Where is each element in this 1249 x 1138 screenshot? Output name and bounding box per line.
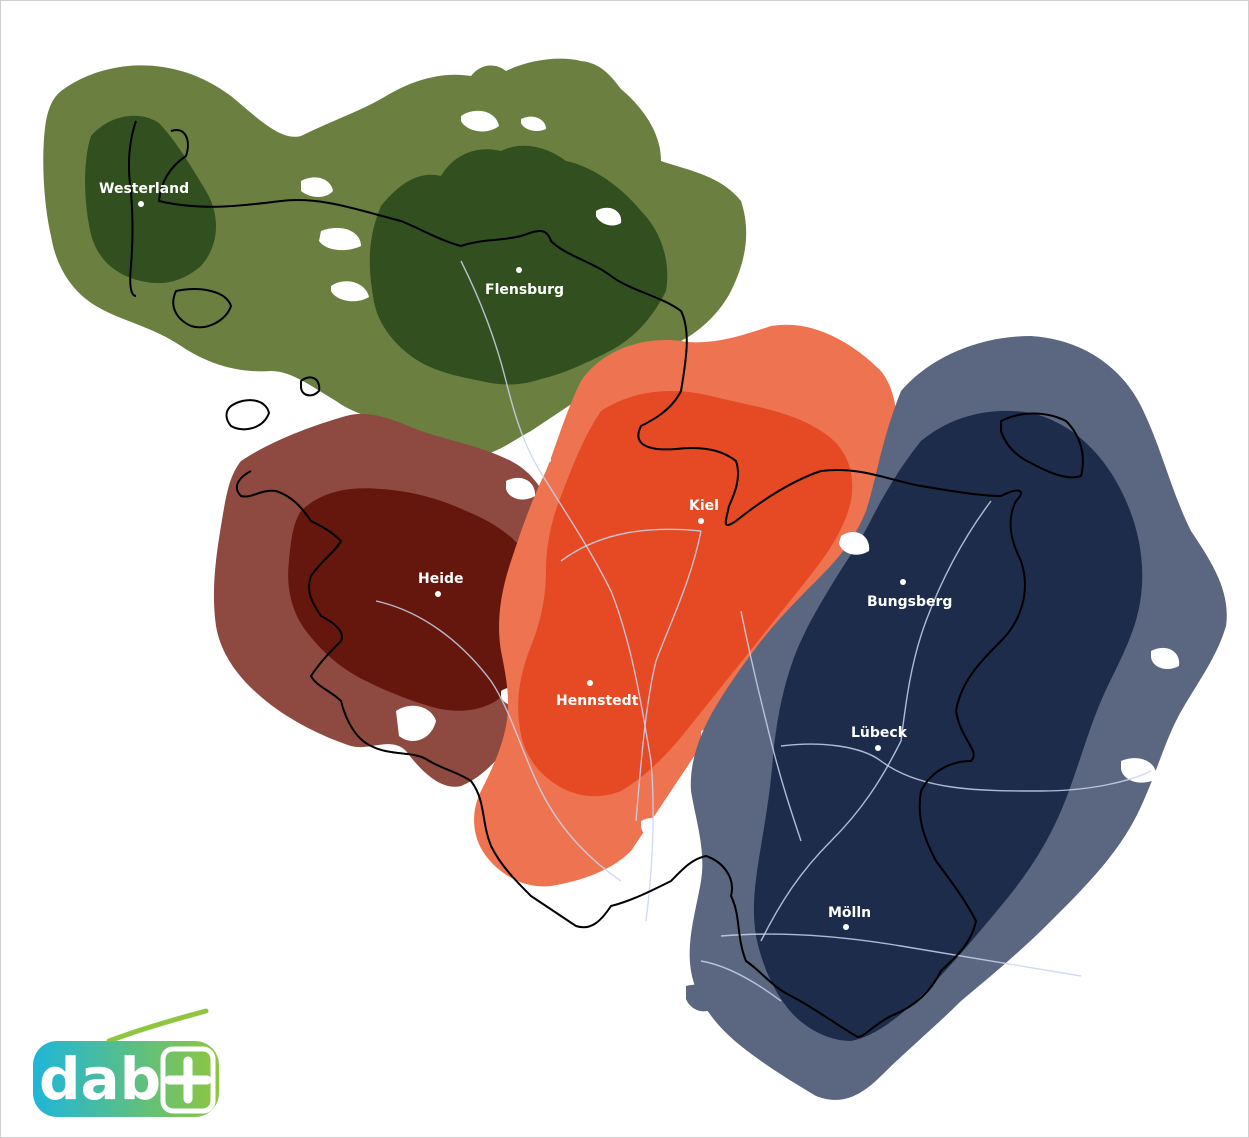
city-moelln: Mölln [828, 905, 871, 930]
city-label: Lübeck [851, 725, 908, 741]
state-border [127, 120, 1084, 1038]
city-label: Flensburg [485, 282, 564, 298]
city-westerland: Westerland [99, 181, 189, 207]
city-dot [900, 579, 906, 585]
city-dot [516, 267, 522, 273]
region-west-inner [288, 488, 547, 711]
region-east-inner [753, 410, 1143, 1042]
city-label: Bungsberg [867, 594, 952, 610]
city-label: Westerland [99, 181, 189, 197]
city-flensburg: Flensburg [485, 267, 564, 298]
city-dot [875, 745, 881, 751]
city-dot [843, 924, 849, 930]
region-center [474, 324, 897, 887]
region-west [213, 413, 568, 787]
city-dot [698, 518, 704, 524]
region-north-west-inner-flensburg [369, 145, 668, 385]
road-network [375, 260, 1152, 1002]
dab-plus-logo: dab [33, 1008, 219, 1117]
city-luebeck: Lübeck [851, 725, 908, 751]
logo-text: dab [39, 1045, 161, 1113]
region-center-inner [518, 391, 853, 797]
logo-plus-icon [164, 1056, 212, 1104]
city-bungsberg: Bungsberg [867, 579, 952, 610]
city-dot [435, 591, 441, 597]
city-label: Kiel [689, 498, 719, 514]
logo-antenna [106, 1008, 209, 1044]
region-north-west [43, 58, 747, 456]
city-hennstedt: Hennstedt [556, 680, 639, 709]
city-heide: Heide [418, 571, 464, 597]
logo-plus-box [160, 1046, 216, 1114]
city-label: Heide [418, 571, 464, 587]
city-dot [138, 201, 144, 207]
city-kiel: Kiel [689, 498, 719, 524]
city-dot [587, 680, 593, 686]
city-label: Mölln [828, 905, 871, 921]
logo-badge [33, 1041, 219, 1117]
city-label: Hennstedt [556, 693, 639, 709]
